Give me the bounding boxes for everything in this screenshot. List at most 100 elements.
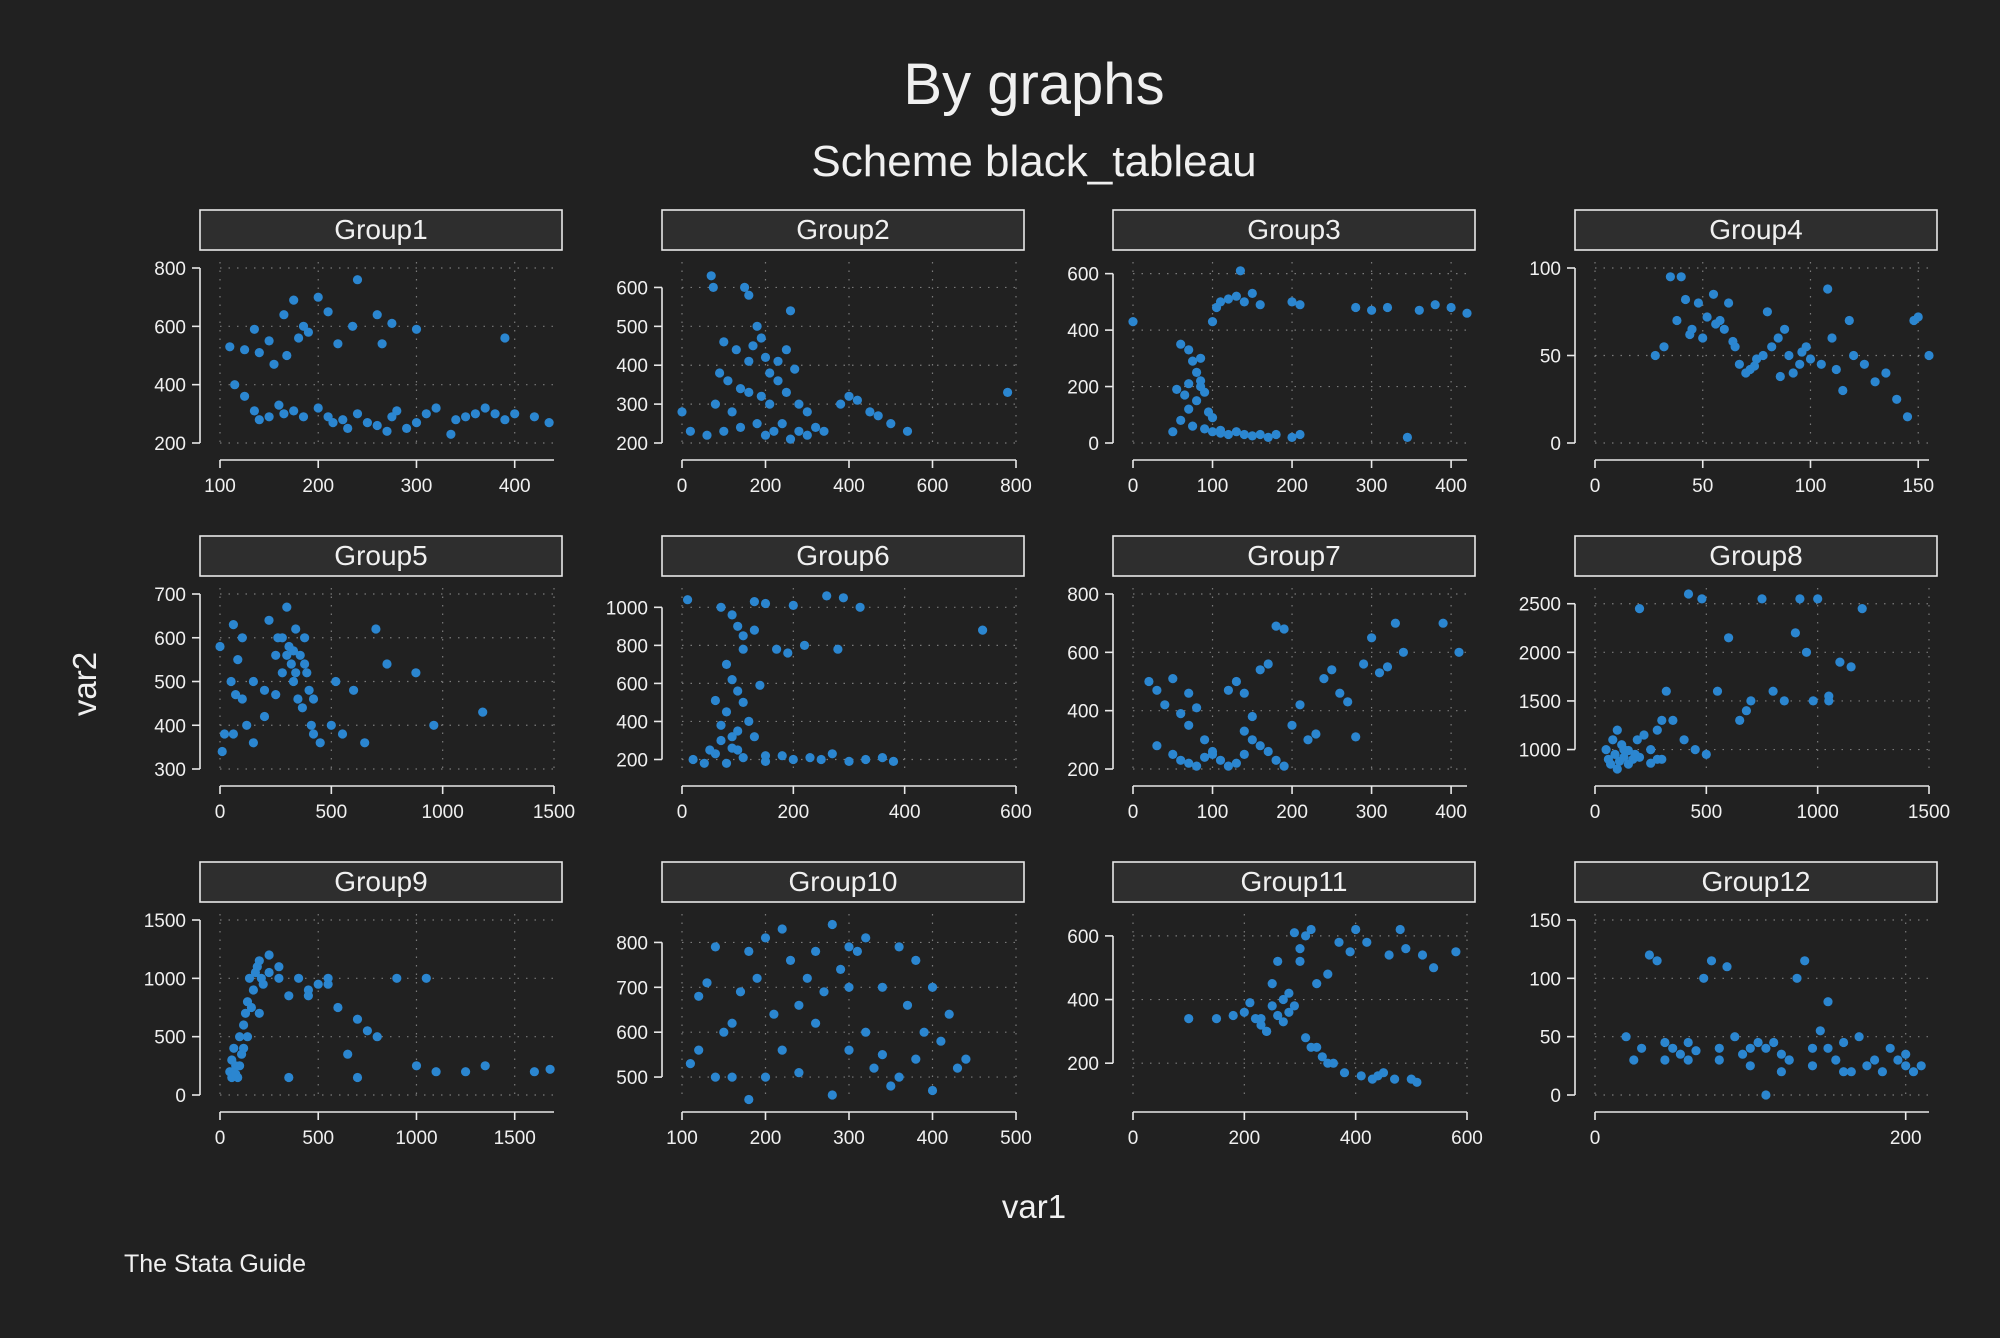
x-tick-label: 100 [666,1128,698,1149]
data-point [431,403,441,413]
panel-11: Group11 200 400 600 0 200 400 600 [1067,861,1483,1149]
data-point [1312,979,1322,989]
data-point [1284,1007,1294,1017]
data-point [978,625,988,635]
data-point [827,1090,837,1100]
data-point [1773,333,1783,343]
data-point [304,685,314,695]
data-point [1683,589,1694,599]
data-point [765,368,775,378]
data-point [331,676,341,687]
data-point [760,598,771,609]
data-point [229,1043,239,1053]
data-point [1711,319,1721,329]
data-point [794,399,804,409]
data-point [295,650,305,660]
data-point [313,403,323,413]
y-tick-label: 700 [154,585,186,606]
panel-strip [199,861,563,903]
data-point [748,341,758,351]
data-point [480,403,490,413]
data-point [1362,937,1372,947]
data-point [326,720,336,730]
data-point [274,962,284,972]
x-tick-label: 400 [889,802,921,823]
y-tick-label: 0 [175,1086,186,1107]
data-point [352,275,363,285]
data-point [282,650,292,660]
data-point [756,391,766,401]
data-point [727,1072,737,1082]
data-point [744,290,754,300]
y-tick-label: 500 [616,317,648,338]
data-point [735,987,746,997]
data-point [1429,963,1439,973]
data-point [1247,288,1257,298]
data-point [286,659,296,669]
panel-strip [1112,861,1476,903]
data-point [819,426,829,436]
data-point [402,423,412,433]
y-tick-label: 1500 [1519,692,1561,713]
data-point [1779,696,1789,706]
data-point [387,318,397,328]
data-point [749,625,760,635]
data-point [1738,1049,1748,1059]
data-point [1207,749,1218,760]
data-point [1788,368,1798,378]
data-point [816,754,826,765]
x-tick-label: 300 [833,1128,865,1149]
data-point [1295,300,1305,310]
data-point [1382,302,1393,313]
data-point [298,412,309,422]
data-point [752,973,762,983]
data-point [844,1045,854,1055]
data-point [1247,711,1257,722]
data-point [1813,594,1823,604]
data-point [1351,732,1361,742]
data-point [735,422,746,432]
data-point [235,1032,245,1042]
data-point [349,685,359,695]
data-point [721,659,732,670]
data-point [1660,1055,1670,1065]
x-tick-label: 500 [315,802,347,823]
data-point [1790,628,1800,638]
x-tick-label: 50 [1692,476,1713,497]
data-point [1702,312,1712,322]
data-point [1685,329,1695,340]
data-point [1784,350,1794,361]
y-tick-label: 200 [1067,378,1099,399]
data-point [1345,947,1355,957]
data-point [836,399,846,409]
x-tick-label: 200 [302,476,334,497]
data-point [308,694,319,704]
data-point [1284,988,1294,998]
data-point [1271,429,1281,440]
panel-strip [199,209,563,251]
data-point [1414,305,1424,315]
data-point [352,409,363,419]
y-tick-label: 800 [616,636,648,657]
data-point [1854,1032,1864,1042]
data-point [529,412,540,422]
data-point [237,633,247,643]
panel-title: Group6 [796,540,889,571]
data-point [721,758,732,768]
data-point [819,987,829,997]
data-point [738,753,748,763]
y-tick-label: 400 [1067,321,1099,342]
x-tick-label: 200 [1890,1128,1922,1149]
data-point [240,1008,251,1018]
data-point [1279,624,1289,634]
data-point [716,735,726,746]
data-point [961,1054,971,1064]
data-point [271,650,281,660]
data-point [303,327,313,337]
data-point [1239,688,1249,698]
data-point [470,409,480,419]
data-point [544,418,554,428]
data-point [323,973,333,983]
data-point [886,1081,896,1091]
